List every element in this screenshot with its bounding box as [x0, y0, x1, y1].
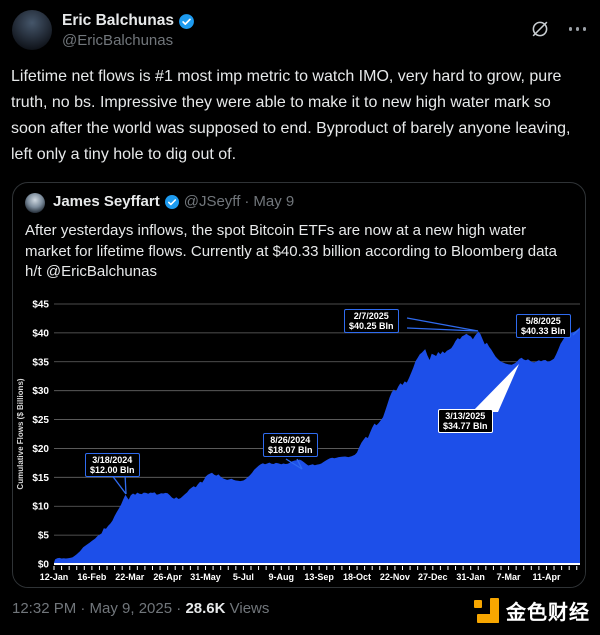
y-tick-label: $10	[32, 502, 49, 513]
y-tick-label: $40	[32, 328, 49, 339]
y-tick-label: $35	[32, 357, 49, 368]
footer-separator: ·	[172, 600, 186, 617]
y-axis-title: Cumulative Flows ($ Billions)	[16, 378, 25, 489]
y-tick-label: $5	[38, 531, 50, 542]
callout-pointer	[572, 328, 580, 336]
tweet-header: Eric Balchunas @EricBalchunas	[12, 10, 588, 54]
quoted-tweet-card[interactable]: James Seyffart @JSeyff · May 9 After yes…	[12, 182, 586, 588]
quoted-verified-badge-icon	[164, 194, 179, 209]
x-tick-label: 31-May	[190, 572, 221, 582]
y-tick-label: $15	[32, 473, 49, 484]
x-tick-label: 22-Nov	[380, 572, 410, 582]
callout-pointer-wedge	[472, 364, 519, 412]
x-tick-label: 7-Mar	[497, 572, 522, 582]
tweet-footer: 12:32 PM · May 9, 2025 · 28.6K Views 金色财…	[12, 598, 590, 628]
x-tick-label: 18-Oct	[343, 572, 371, 582]
x-tick-label: 16-Feb	[77, 572, 107, 582]
quoted-tweet-text: After yesterdays inflows, the spot Bitco…	[25, 222, 557, 280]
callout-pointer	[124, 473, 127, 495]
callout-pointer	[406, 317, 479, 332]
jinse-watermark: 金色财经	[474, 596, 590, 625]
tweet-text: Lifetime net flows is #1 most imp metric…	[11, 68, 571, 163]
y-tick-label: $30	[32, 386, 49, 397]
y-tick-label: $25	[32, 415, 49, 426]
callout-pointer	[110, 473, 127, 495]
timestamp: 12:32 PM · May 9, 2025	[12, 600, 173, 617]
annotation-3-13-2025: 3/13/2025 $34.77 Bln	[438, 409, 493, 433]
jinse-logo-text: 金色财经	[506, 602, 590, 624]
quoted-date[interactable]: May 9	[253, 193, 295, 210]
annotation-3-18-2024: 3/18/2024 $12.00 Bln	[85, 453, 140, 477]
callout-pointer	[406, 327, 479, 332]
quoted-author-handle[interactable]: @JSeyff	[183, 193, 241, 210]
x-tick-label: 22-Mar	[115, 572, 145, 582]
views-label: Views	[225, 600, 270, 617]
verified-badge-icon	[179, 13, 194, 29]
callout-pointer	[285, 458, 303, 470]
quoted-author-avatar[interactable]	[25, 193, 45, 213]
author-avatar[interactable]	[12, 10, 52, 50]
author-name[interactable]: Eric Balchunas	[62, 12, 174, 29]
x-tick-label: 31-Jan	[456, 572, 485, 582]
y-tick-label: $45	[32, 300, 49, 311]
quoted-header: James Seyffart @JSeyff · May 9	[25, 193, 573, 215]
x-tick-label: 11-Apr	[532, 572, 561, 582]
area-series	[54, 327, 580, 564]
x-tick-label: 27-Dec	[418, 572, 448, 582]
grok-icon[interactable]	[529, 18, 551, 40]
quoted-author-name[interactable]: James Seyffart	[53, 193, 160, 210]
callout-pointer	[296, 458, 303, 470]
jinse-logo-icon	[474, 598, 499, 623]
chart-media[interactable]: $0 $5 $10 $15 $20 $25 $30 $35 $40 $45 12-Jan 16-Feb…	[14, 291, 585, 587]
annotation-5-8-2025: 5/8/2025 $40.33 Bln	[516, 314, 571, 338]
quoted-separator: ·	[244, 193, 250, 210]
annotation-2-7-2025: 2/7/2025 $40.25 Bln	[344, 309, 399, 333]
flows-area-chart: $0 $5 $10 $15 $20 $25 $30 $35 $40 $45 12-Jan 16-Feb…	[16, 300, 580, 582]
annotation-8-26-2024: 8/26/2024 $18.07 Bln	[263, 433, 318, 457]
more-menu-icon[interactable]	[568, 18, 586, 40]
x-tick-label: 26-Apr	[153, 572, 182, 582]
y-tick-label: $0	[38, 560, 50, 571]
views-count: 28.6K	[185, 600, 226, 617]
x-tick-label: 12-Jan	[40, 572, 69, 582]
x-tick-label: 13-Sep	[304, 572, 334, 582]
author-handle[interactable]: @EricBalchunas	[62, 32, 174, 49]
x-tick-label: 5-Jul	[233, 572, 254, 582]
x-tick-label: 9-Aug	[269, 572, 295, 582]
y-tick-label: $20	[32, 444, 49, 455]
